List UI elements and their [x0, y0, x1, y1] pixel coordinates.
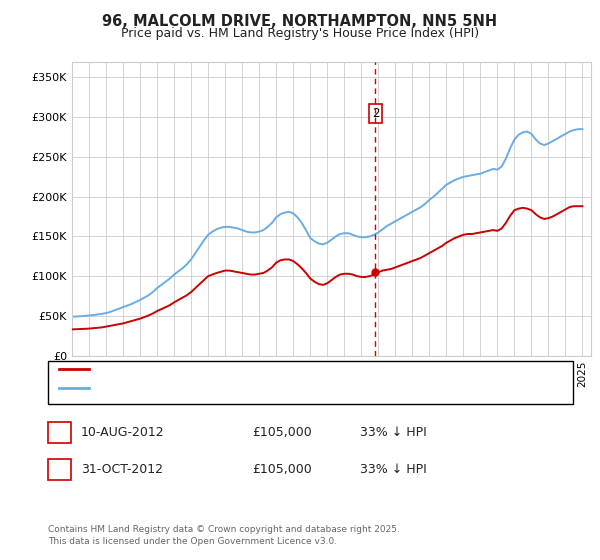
- Text: £105,000: £105,000: [252, 426, 312, 439]
- Text: 96, MALCOLM DRIVE, NORTHAMPTON, NN5 5NH (semi-detached house): 96, MALCOLM DRIVE, NORTHAMPTON, NN5 5NH …: [93, 364, 492, 374]
- Text: 96, MALCOLM DRIVE, NORTHAMPTON, NN5 5NH: 96, MALCOLM DRIVE, NORTHAMPTON, NN5 5NH: [103, 14, 497, 29]
- Text: 33% ↓ HPI: 33% ↓ HPI: [360, 426, 427, 439]
- Text: 1: 1: [55, 426, 64, 439]
- Text: 10-AUG-2012: 10-AUG-2012: [81, 426, 164, 439]
- Text: 33% ↓ HPI: 33% ↓ HPI: [360, 463, 427, 476]
- Text: £105,000: £105,000: [252, 463, 312, 476]
- Text: 2: 2: [55, 463, 64, 476]
- Text: 2: 2: [371, 107, 379, 120]
- Text: Contains HM Land Registry data © Crown copyright and database right 2025.
This d: Contains HM Land Registry data © Crown c…: [48, 525, 400, 546]
- Text: Price paid vs. HM Land Registry's House Price Index (HPI): Price paid vs. HM Land Registry's House …: [121, 27, 479, 40]
- Text: 31-OCT-2012: 31-OCT-2012: [81, 463, 163, 476]
- Text: HPI: Average price, semi-detached house, West Northamptonshire: HPI: Average price, semi-detached house,…: [93, 384, 463, 393]
